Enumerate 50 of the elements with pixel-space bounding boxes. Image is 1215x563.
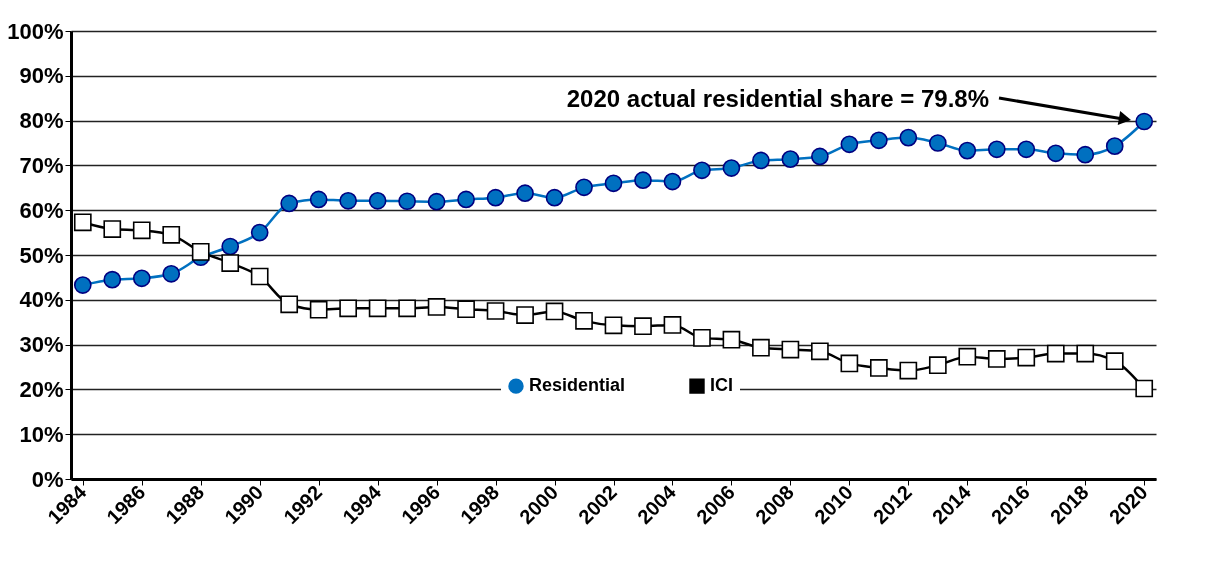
point [368,191,387,210]
point [869,131,888,150]
y-tick-label: 50% [19,242,64,268]
point [1046,144,1065,163]
point [73,276,92,294]
y-tick-label: 70% [19,152,64,178]
point [1105,137,1124,155]
point [840,135,859,154]
point [987,140,1006,159]
point [280,194,299,213]
point [1135,112,1154,131]
point [427,192,446,211]
point [781,150,800,168]
point [1017,140,1036,159]
y-tick-label: 60% [19,197,64,223]
point [811,147,829,166]
point [663,172,682,191]
annotation: 2020 actual residential share = 79.8% [566,85,989,112]
point [132,269,151,288]
point [634,171,652,190]
point [722,159,741,177]
point [928,134,947,152]
legend-label: ICI [710,375,734,396]
y-tick-label: 0% [31,466,64,492]
point [545,188,564,207]
point [516,184,534,203]
y-tick-label: 90% [19,63,64,89]
point [486,188,505,207]
y-tick-label: 40% [19,287,64,313]
point [604,174,623,193]
point [899,128,918,147]
point [398,192,416,211]
point [339,191,358,210]
point [457,190,475,209]
point [693,161,711,180]
y-tick-label: 30% [19,332,64,358]
point [221,237,240,256]
point [575,178,593,197]
point [162,264,181,283]
point [250,223,269,242]
point [309,190,328,209]
point [1076,145,1095,164]
legend-label: Residential [529,375,626,396]
y-tick-label: 20% [19,376,64,402]
point [958,141,977,160]
y-tick-label: 10% [19,421,64,447]
point [103,270,122,289]
y-tick-label: 100% [7,18,64,44]
point [752,151,770,170]
y-tick-label: 80% [19,108,64,134]
